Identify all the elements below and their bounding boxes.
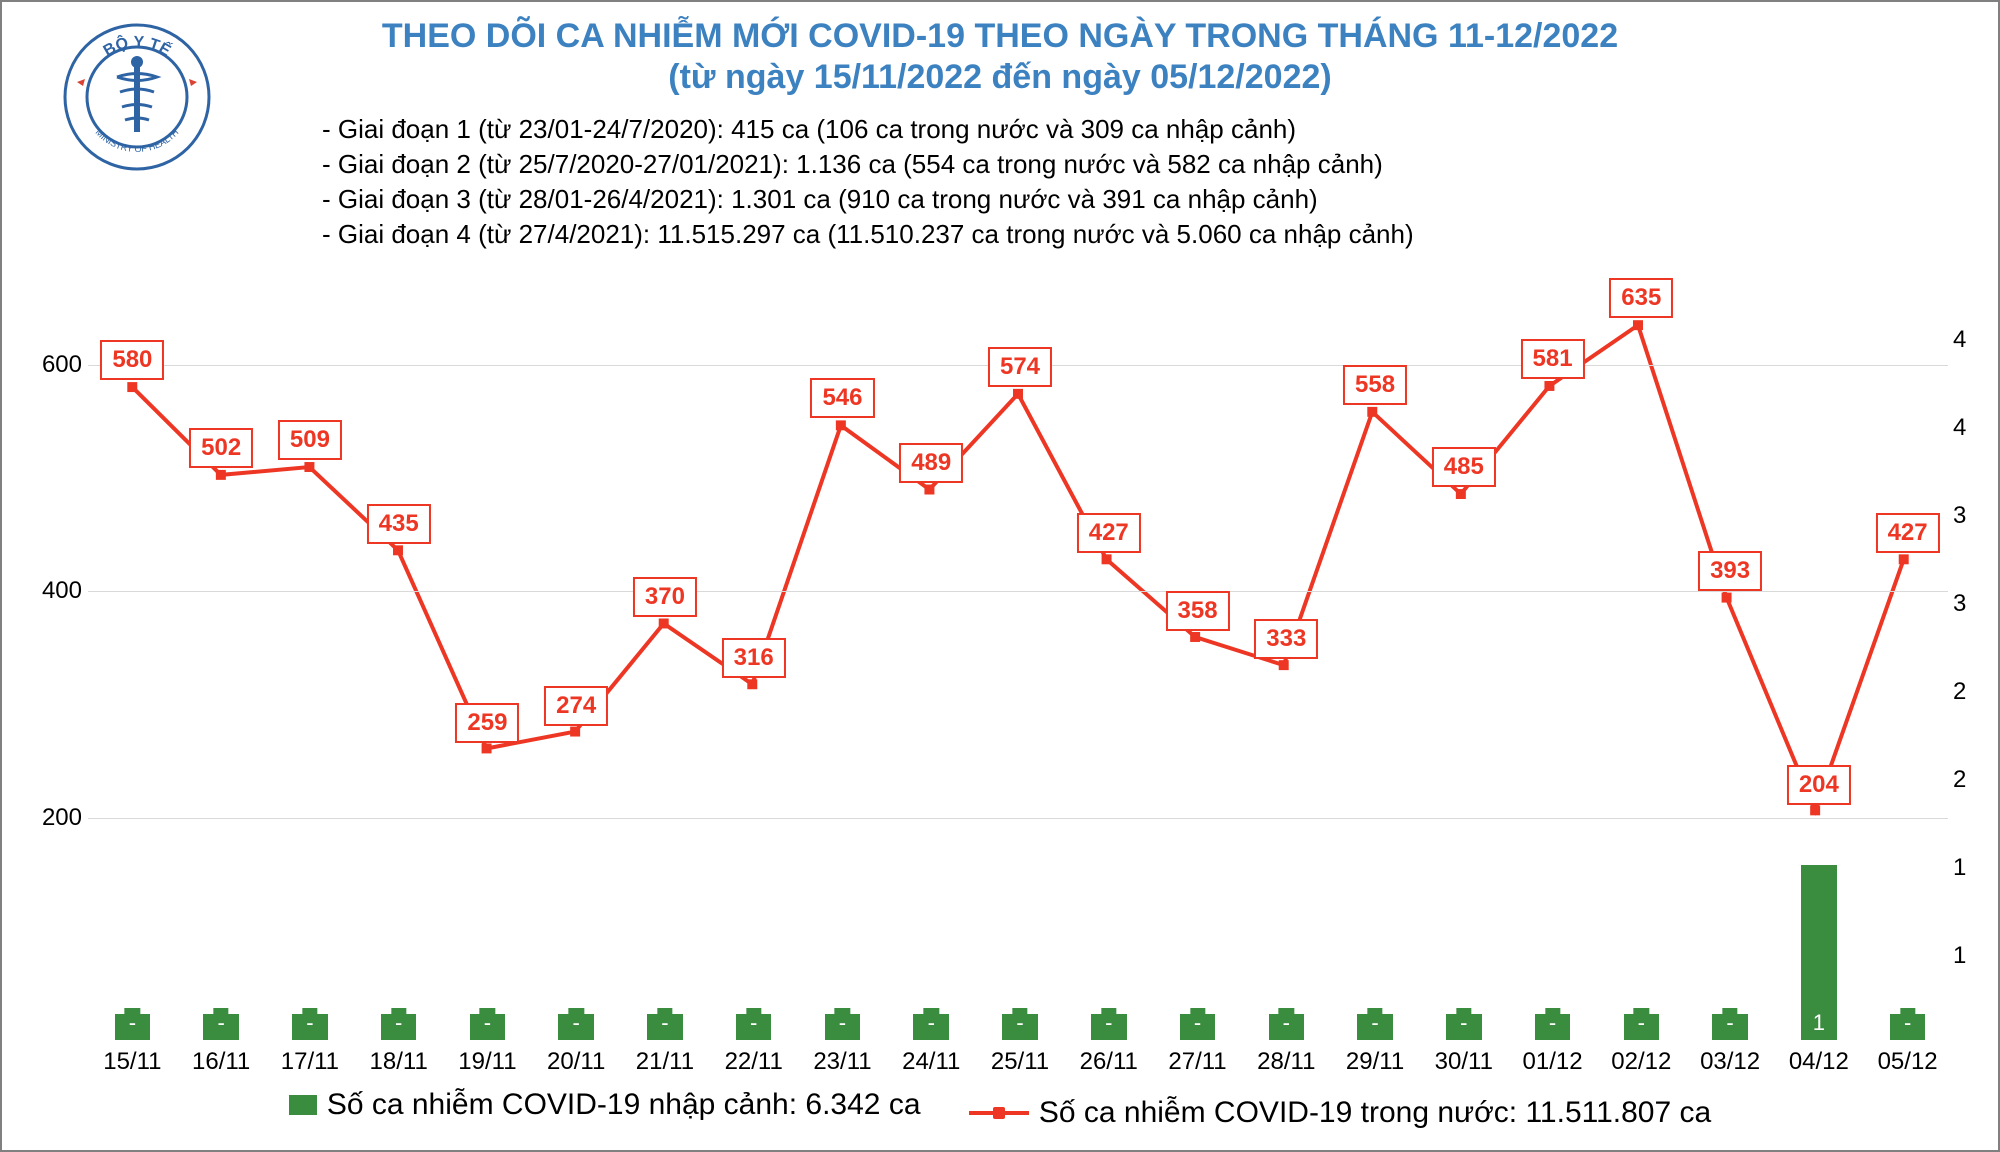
bar-label: - bbox=[1722, 1008, 1737, 1038]
line-value-label: 558 bbox=[1343, 365, 1407, 405]
line-value-label: 509 bbox=[278, 420, 342, 460]
x-tick: 26/11 bbox=[1080, 1048, 1138, 1076]
line-value-label: 502 bbox=[189, 428, 253, 468]
line-value-label: 546 bbox=[810, 378, 874, 418]
plot-area: - - - - - - - - - - - - - - - - - - - 1 - 580 502 509 435 259 274 3… bbox=[88, 252, 1948, 1040]
x-tick: 16/11 bbox=[192, 1048, 250, 1076]
phase-line: - Giai đoạn 4 (từ 27/4/2021): 11.515.297… bbox=[322, 217, 1414, 252]
y-tick-left: 200 bbox=[32, 804, 82, 832]
phase-line: - Giai đoạn 2 (từ 25/7/2020-27/01/2021):… bbox=[322, 147, 1414, 182]
bar-label: - bbox=[657, 1008, 672, 1038]
gridline bbox=[88, 818, 1948, 819]
y-tick-right: 3 bbox=[1953, 502, 1966, 530]
x-tick: 01/12 bbox=[1523, 1048, 1583, 1076]
bar-label: - bbox=[924, 1008, 939, 1038]
x-tick: 05/12 bbox=[1878, 1048, 1938, 1076]
line-value-label: 274 bbox=[544, 686, 608, 726]
bar-label: - bbox=[1012, 1008, 1027, 1038]
x-tick: 03/12 bbox=[1700, 1048, 1760, 1076]
y-axis-left: 200 400 600 bbox=[32, 252, 82, 1040]
line-value-label: 435 bbox=[367, 504, 431, 544]
bar-label: - bbox=[1545, 1008, 1560, 1038]
title-block: THEO DÕI CA NHIỄM MỚI COVID-19 THEO NGÀY… bbox=[2, 17, 1998, 97]
x-tick: 21/11 bbox=[636, 1048, 694, 1076]
bar-label: - bbox=[1456, 1008, 1471, 1038]
phase-info: - Giai đoạn 1 (từ 23/01-24/7/2020): 415 … bbox=[322, 112, 1414, 252]
chart-container: BỘ Y TẾ MINISTRY OF HEALTH THEO DÕI CA N… bbox=[0, 0, 2000, 1152]
bar-label: - bbox=[1367, 1008, 1382, 1038]
x-tick: 19/11 bbox=[458, 1048, 516, 1076]
legend-line-swatch bbox=[969, 1111, 1029, 1115]
x-tick: 30/11 bbox=[1435, 1048, 1493, 1076]
bar-label: - bbox=[1634, 1008, 1649, 1038]
bar-label: - bbox=[1279, 1008, 1294, 1038]
line-value-label: 259 bbox=[455, 703, 519, 743]
legend-line-label: Số ca nhiễm COVID-19 trong nước: 11.511.… bbox=[1039, 1096, 1711, 1130]
y-tick-right: 3 bbox=[1953, 590, 1966, 618]
x-tick: 29/11 bbox=[1346, 1048, 1404, 1076]
line-value-label: 204 bbox=[1787, 765, 1851, 805]
chart-title: THEO DÕI CA NHIỄM MỚI COVID-19 THEO NGÀY… bbox=[2, 17, 1998, 56]
bar-label: - bbox=[1190, 1008, 1205, 1038]
line-value-label: 358 bbox=[1165, 591, 1229, 631]
bar-label: - bbox=[480, 1008, 495, 1038]
x-tick: 24/11 bbox=[902, 1048, 960, 1076]
line-value-label: 333 bbox=[1254, 619, 1318, 659]
chart-subtitle: (từ ngày 15/11/2022 đến ngày 05/12/2022) bbox=[2, 58, 1998, 97]
line-value-label: 393 bbox=[1698, 551, 1762, 591]
gridline bbox=[88, 591, 1948, 592]
legend-bar-item: Số ca nhiễm COVID-19 nhập cảnh: 6.342 ca bbox=[289, 1088, 921, 1122]
x-tick: 18/11 bbox=[370, 1048, 428, 1076]
phase-line: - Giai đoạn 1 (từ 23/01-24/7/2020): 415 … bbox=[322, 112, 1414, 147]
line-value-label: 580 bbox=[100, 340, 164, 380]
line-value-label: 427 bbox=[1876, 513, 1940, 553]
legend: Số ca nhiễm COVID-19 nhập cảnh: 6.342 ca… bbox=[2, 1088, 1998, 1130]
bar-label: - bbox=[391, 1008, 406, 1038]
x-tick: 17/11 bbox=[281, 1048, 339, 1076]
line-value-label: 485 bbox=[1432, 447, 1496, 487]
y-tick-right: 4 bbox=[1953, 414, 1966, 442]
line-value-label: 316 bbox=[722, 638, 786, 678]
legend-bar-swatch bbox=[289, 1095, 317, 1115]
x-tick: 27/11 bbox=[1168, 1048, 1226, 1076]
phase-line: - Giai đoạn 3 (từ 28/01-26/4/2021): 1.30… bbox=[322, 182, 1414, 217]
bar-label: - bbox=[1101, 1008, 1116, 1038]
y-tick-right: 1 bbox=[1953, 854, 1966, 882]
x-tick: 15/11 bbox=[103, 1048, 161, 1076]
x-tick: 28/11 bbox=[1257, 1048, 1315, 1076]
bar-label: 1 bbox=[1809, 1008, 1829, 1038]
x-tick: 04/12 bbox=[1789, 1048, 1849, 1076]
line-value-label: 581 bbox=[1521, 339, 1585, 379]
bar-label: - bbox=[569, 1008, 584, 1038]
bar-label: - bbox=[213, 1008, 228, 1038]
x-tick: 25/11 bbox=[991, 1048, 1049, 1076]
y-tick-right: 2 bbox=[1953, 678, 1966, 706]
line-value-label: 370 bbox=[633, 577, 697, 617]
bar-label: - bbox=[746, 1008, 761, 1038]
y-tick-right: 1 bbox=[1953, 942, 1966, 970]
y-tick-right: 4 bbox=[1953, 326, 1966, 354]
line-value-label: 574 bbox=[988, 347, 1052, 387]
y-tick-right: 2 bbox=[1953, 766, 1966, 794]
y-tick-left: 600 bbox=[32, 351, 82, 379]
x-tick: 20/11 bbox=[547, 1048, 605, 1076]
bar-label: - bbox=[125, 1008, 140, 1038]
x-tick: 02/12 bbox=[1611, 1048, 1671, 1076]
x-axis: 15/11 16/11 17/11 18/11 19/11 20/11 21/11 22/11… bbox=[88, 1048, 1948, 1078]
x-tick: 23/11 bbox=[813, 1048, 871, 1076]
line-value-label: 427 bbox=[1077, 513, 1141, 553]
y-tick-left: 400 bbox=[32, 577, 82, 605]
bar-label: - bbox=[835, 1008, 850, 1038]
legend-line-item: Số ca nhiễm COVID-19 trong nước: 11.511.… bbox=[969, 1096, 1711, 1130]
y-axis-right: 1 1 2 2 3 3 4 4 bbox=[1953, 252, 1988, 1040]
x-tick: 22/11 bbox=[725, 1048, 783, 1076]
line-value-label: 489 bbox=[899, 443, 963, 483]
bar-label: - bbox=[1900, 1008, 1915, 1038]
legend-bar-label: Số ca nhiễm COVID-19 nhập cảnh: 6.342 ca bbox=[327, 1088, 921, 1122]
line-value-label: 635 bbox=[1609, 278, 1673, 318]
bar-label: - bbox=[302, 1008, 317, 1038]
